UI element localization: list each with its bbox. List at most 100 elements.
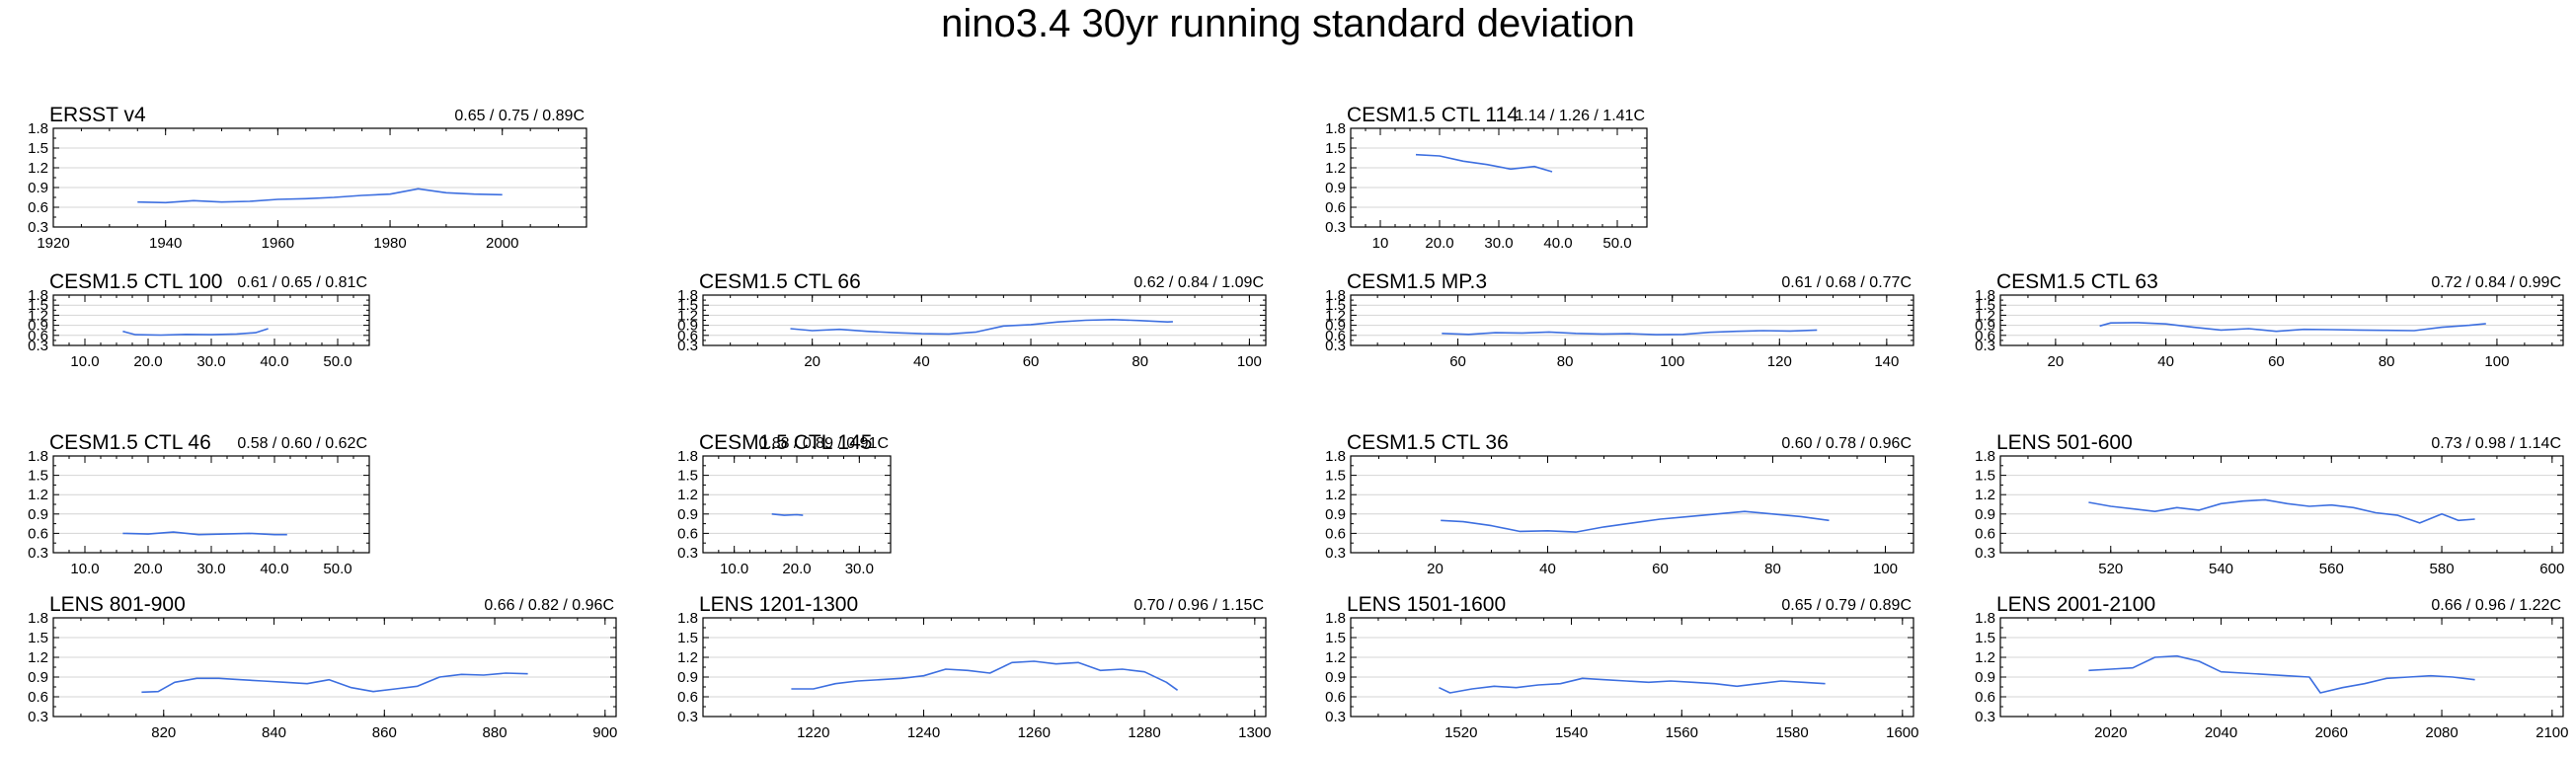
x-tick-label: 2100 bbox=[2536, 724, 2568, 741]
panel-stats: 0.65 / 0.79 / 0.89C bbox=[1781, 597, 1912, 614]
panel-title: CESM1.5 CTL 36 bbox=[1347, 431, 1509, 454]
x-tick-label: 1960 bbox=[262, 235, 294, 252]
plot-frame bbox=[52, 127, 587, 228]
x-tick-label: 80 bbox=[2379, 353, 2395, 370]
panel-title: LENS 2001-2100 bbox=[1996, 593, 2155, 616]
plot-frame bbox=[1350, 294, 1914, 346]
x-tick-label: 60 bbox=[1023, 353, 1040, 370]
y-tick-label: 0.9 bbox=[1975, 669, 1995, 686]
y-tick-label: 1.2 bbox=[1975, 649, 1995, 666]
y-tick-label: 0.6 bbox=[1975, 525, 1995, 542]
x-tick-label: 520 bbox=[2098, 561, 2123, 577]
y-tick-label: 0.3 bbox=[1975, 545, 1995, 562]
x-tick-label: 1560 bbox=[1666, 724, 1698, 741]
series-line bbox=[122, 531, 287, 536]
x-tick-label: 600 bbox=[2539, 561, 2564, 577]
y-tick-label: 0.6 bbox=[1325, 525, 1346, 542]
x-tick-label: 20.0 bbox=[133, 561, 162, 577]
x-tick-label: 40 bbox=[913, 353, 930, 370]
y-tick-label: 0.6 bbox=[28, 328, 48, 344]
x-tick-label: 30.0 bbox=[845, 561, 874, 577]
y-tick-label: 1.8 bbox=[677, 448, 698, 465]
x-tick-label: 820 bbox=[151, 724, 176, 741]
y-tick-label: 0.9 bbox=[677, 318, 698, 335]
y-tick-label: 0.6 bbox=[1975, 328, 1995, 344]
plot-frame bbox=[702, 294, 1267, 346]
y-tick-label: 0.3 bbox=[28, 545, 48, 562]
series-line bbox=[137, 188, 503, 204]
panel-title: CESM1.5 CTL 46 bbox=[49, 431, 211, 454]
panel-title: LENS 501-600 bbox=[1996, 431, 2133, 454]
panel-stats: 0.73 / 0.98 / 1.14C bbox=[2431, 435, 2561, 452]
x-tick-label: 20 bbox=[2048, 353, 2065, 370]
x-tick-label: 1600 bbox=[1886, 724, 1918, 741]
x-tick-label: 2040 bbox=[2205, 724, 2237, 741]
y-tick-label: 0.3 bbox=[1325, 338, 1346, 354]
series-line bbox=[1442, 329, 1818, 336]
x-tick-label: 10.0 bbox=[720, 561, 748, 577]
x-tick-label: 20.0 bbox=[782, 561, 811, 577]
y-tick-label: 0.9 bbox=[28, 318, 48, 335]
y-tick-label: 0.6 bbox=[1325, 689, 1346, 706]
y-tick-label: 1.5 bbox=[677, 630, 698, 646]
y-tick-label: 1.5 bbox=[28, 140, 48, 157]
y-tick-label: 0.6 bbox=[677, 328, 698, 344]
y-tick-label: 1.2 bbox=[677, 487, 698, 503]
plot-frame bbox=[1999, 455, 2564, 554]
y-tick-label: 0.9 bbox=[1975, 506, 1995, 523]
series-line bbox=[771, 513, 804, 516]
y-tick-label: 0.3 bbox=[1325, 709, 1346, 725]
y-tick-label: 1.2 bbox=[1975, 307, 1995, 324]
y-tick-label: 1.5 bbox=[1325, 468, 1346, 485]
y-tick-label: 0.3 bbox=[677, 545, 698, 562]
series-line bbox=[2088, 498, 2475, 524]
y-tick-label: 1.8 bbox=[28, 448, 48, 465]
y-tick-label: 0.3 bbox=[28, 219, 48, 236]
y-tick-label: 1.2 bbox=[1325, 487, 1346, 503]
y-tick-label: 0.6 bbox=[28, 525, 48, 542]
y-tick-label: 0.3 bbox=[677, 709, 698, 725]
x-tick-label: 40.0 bbox=[260, 353, 288, 370]
y-tick-label: 0.9 bbox=[677, 506, 698, 523]
y-tick-label: 1.2 bbox=[28, 307, 48, 324]
x-tick-label: 1300 bbox=[1238, 724, 1271, 741]
x-tick-label: 100 bbox=[1237, 353, 1262, 370]
x-tick-label: 580 bbox=[2430, 561, 2455, 577]
y-tick-label: 0.9 bbox=[1325, 669, 1346, 686]
y-tick-label: 1.8 bbox=[1325, 120, 1346, 137]
x-tick-label: 900 bbox=[592, 724, 617, 741]
x-tick-label: 20 bbox=[1427, 561, 1444, 577]
y-tick-label: 1.8 bbox=[28, 287, 48, 304]
y-tick-label: 0.6 bbox=[1975, 689, 1995, 706]
series-line bbox=[122, 328, 269, 337]
plot-frame bbox=[52, 455, 370, 554]
plot-frame bbox=[1999, 294, 2564, 346]
y-tick-label: 1.8 bbox=[1325, 448, 1346, 465]
x-tick-label: 2060 bbox=[2315, 724, 2348, 741]
x-tick-label: 20.0 bbox=[133, 353, 162, 370]
x-tick-label: 60 bbox=[1652, 561, 1669, 577]
x-tick-label: 1280 bbox=[1128, 724, 1160, 741]
x-tick-label: 100 bbox=[1660, 353, 1684, 370]
y-tick-label: 1.8 bbox=[677, 287, 698, 304]
y-tick-label: 1.5 bbox=[1325, 297, 1346, 314]
x-tick-label: 120 bbox=[1767, 353, 1792, 370]
y-tick-label: 1.5 bbox=[28, 630, 48, 646]
y-tick-label: 1.2 bbox=[677, 649, 698, 666]
y-tick-label: 1.2 bbox=[1325, 307, 1346, 324]
panel-stats: 0.66 / 0.82 / 0.96C bbox=[484, 597, 614, 614]
y-tick-label: 1.5 bbox=[677, 468, 698, 485]
x-tick-label: 1580 bbox=[1775, 724, 1808, 741]
panel-title: ERSST v4 bbox=[49, 104, 146, 126]
series-line bbox=[2088, 654, 2475, 694]
y-tick-label: 0.9 bbox=[28, 180, 48, 196]
y-tick-label: 1.5 bbox=[1975, 468, 1995, 485]
y-tick-label: 1.2 bbox=[1975, 487, 1995, 503]
y-tick-label: 1.5 bbox=[28, 297, 48, 314]
plot-frame bbox=[52, 617, 617, 718]
panel-title: CESM1.5 CTL 100 bbox=[49, 270, 222, 293]
x-tick-label: 80 bbox=[1132, 353, 1148, 370]
y-tick-label: 1.2 bbox=[28, 487, 48, 503]
y-tick-label: 1.5 bbox=[28, 468, 48, 485]
y-tick-label: 0.9 bbox=[28, 506, 48, 523]
